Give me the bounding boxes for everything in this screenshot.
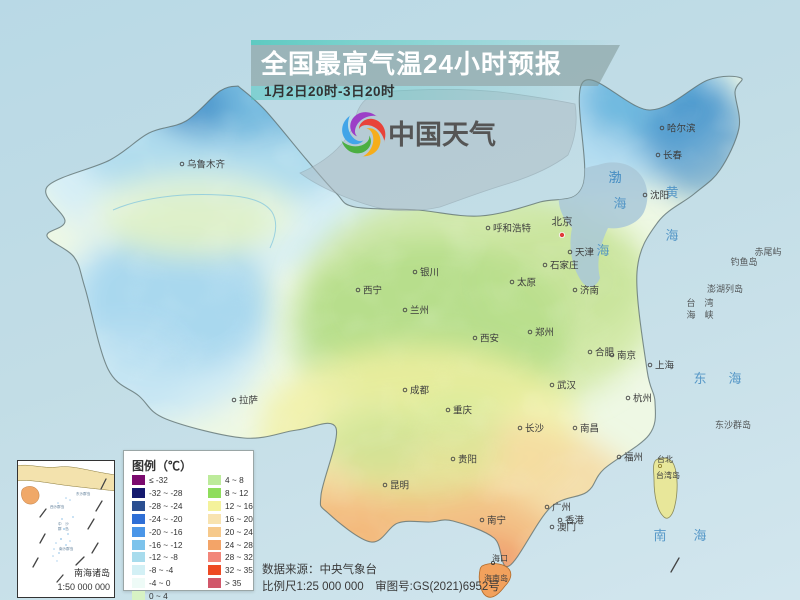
svg-text:群 岛: 群 岛 bbox=[58, 526, 69, 531]
svg-text:西安: 西安 bbox=[480, 333, 499, 345]
svg-text:贵阳: 贵阳 bbox=[458, 454, 477, 466]
svg-text:海: 海 bbox=[665, 228, 678, 243]
svg-text:兰州: 兰州 bbox=[410, 305, 429, 317]
svg-text:海: 海 bbox=[596, 243, 609, 258]
svg-text:全国最高气温24小时预报: 全国最高气温24小时预报 bbox=[260, 49, 562, 79]
svg-text:中 沙: 中 沙 bbox=[58, 521, 69, 526]
svg-text:南昌: 南昌 bbox=[580, 423, 599, 435]
svg-text:长沙: 长沙 bbox=[525, 423, 545, 435]
svg-text:渤: 渤 bbox=[608, 170, 621, 185]
svg-text:北京: 北京 bbox=[552, 215, 573, 228]
svg-text:广州: 广州 bbox=[552, 502, 571, 514]
svg-text:成都: 成都 bbox=[410, 385, 430, 397]
svg-text:呼和浩特: 呼和浩特 bbox=[493, 223, 532, 235]
svg-text:济南: 济南 bbox=[580, 285, 599, 297]
svg-text:南沙群岛: 南沙群岛 bbox=[59, 546, 74, 551]
svg-text:太原: 太原 bbox=[517, 277, 536, 289]
svg-text:长春: 长春 bbox=[663, 150, 683, 162]
svg-text:台北: 台北 bbox=[657, 454, 673, 464]
svg-text:台湾岛: 台湾岛 bbox=[656, 470, 680, 480]
svg-text:海 峡: 海 峡 bbox=[686, 309, 713, 320]
svg-text:南: 南 bbox=[653, 528, 666, 543]
svg-text:昆明: 昆明 bbox=[390, 481, 409, 492]
svg-text:杭州: 杭州 bbox=[633, 393, 652, 405]
svg-text:拉萨: 拉萨 bbox=[239, 395, 259, 407]
svg-text:沈阳: 沈阳 bbox=[650, 190, 669, 202]
svg-text:上海: 上海 bbox=[655, 360, 675, 372]
svg-text:天津: 天津 bbox=[575, 248, 595, 259]
svg-text:东沙群岛: 东沙群岛 bbox=[76, 491, 91, 496]
svg-text:哈尔滨: 哈尔滨 bbox=[667, 123, 696, 135]
svg-text:西宁: 西宁 bbox=[363, 285, 382, 297]
svg-text:澎湖列岛: 澎湖列岛 bbox=[707, 283, 743, 294]
svg-text:澳门: 澳门 bbox=[557, 522, 576, 534]
svg-text:海: 海 bbox=[693, 528, 706, 543]
svg-text:海: 海 bbox=[728, 371, 741, 386]
svg-text:南宁: 南宁 bbox=[487, 515, 506, 527]
svg-text:重庆: 重庆 bbox=[453, 405, 473, 417]
svg-text:武汉: 武汉 bbox=[557, 380, 577, 392]
svg-text:东沙群岛: 东沙群岛 bbox=[715, 419, 751, 430]
svg-text:福州: 福州 bbox=[624, 452, 643, 464]
svg-text:南京: 南京 bbox=[617, 350, 636, 362]
svg-text:郑州: 郑州 bbox=[535, 327, 554, 339]
svg-text:乌鲁木齐: 乌鲁木齐 bbox=[187, 159, 226, 171]
svg-text:1月2日20时-3日20时: 1月2日20时-3日20时 bbox=[264, 83, 395, 99]
svg-text:西沙群岛: 西沙群岛 bbox=[50, 504, 65, 509]
svg-text:钓鱼岛: 钓鱼岛 bbox=[730, 256, 757, 267]
svg-text:东: 东 bbox=[693, 371, 706, 386]
svg-text:石家庄: 石家庄 bbox=[550, 260, 579, 272]
svg-text:中国天气: 中国天气 bbox=[388, 120, 496, 150]
svg-text:银川: 银川 bbox=[420, 267, 439, 279]
svg-text:台 湾: 台 湾 bbox=[686, 297, 713, 308]
svg-text:海: 海 bbox=[613, 196, 626, 211]
svg-text:赤尾屿: 赤尾屿 bbox=[754, 247, 781, 257]
